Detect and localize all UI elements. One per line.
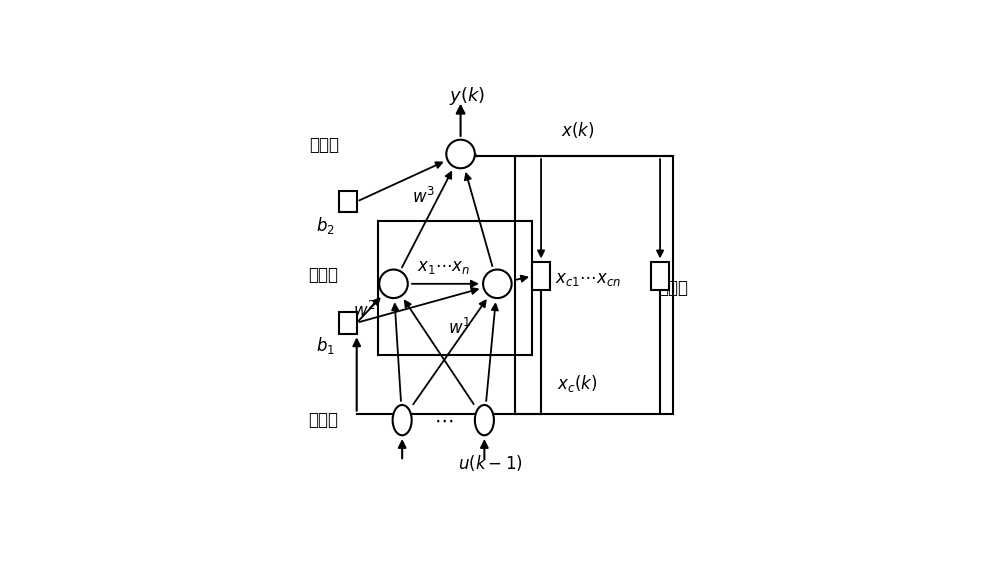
Text: $x(k)$: $x(k)$: [561, 120, 594, 140]
Circle shape: [446, 140, 475, 168]
Circle shape: [379, 270, 408, 298]
Text: 输入层: 输入层: [308, 411, 338, 429]
Text: $\cdots$: $\cdots$: [434, 411, 453, 429]
Text: $w^2$: $w^2$: [353, 301, 376, 321]
Bar: [339, 312, 357, 334]
Ellipse shape: [475, 405, 494, 436]
Bar: [532, 262, 550, 291]
Bar: [378, 221, 532, 355]
Bar: [339, 191, 357, 212]
Ellipse shape: [393, 405, 412, 436]
Text: $u(k-1)$: $u(k-1)$: [458, 454, 522, 473]
Text: $x_c(k)$: $x_c(k)$: [557, 373, 598, 394]
Text: 输出层: 输出层: [309, 137, 339, 155]
Text: $x_1\cdots x_n$: $x_1\cdots x_n$: [417, 257, 470, 275]
Bar: [515, 156, 673, 414]
Text: 承接层: 承接层: [658, 279, 688, 297]
Circle shape: [483, 270, 512, 298]
Text: 隐含层: 隐含层: [308, 266, 338, 284]
Text: $x_{c1}\cdots x_{cn}$: $x_{c1}\cdots x_{cn}$: [555, 270, 621, 288]
Text: $b_1$: $b_1$: [316, 335, 335, 356]
Text: $w^3$: $w^3$: [412, 187, 435, 207]
Text: $b_2$: $b_2$: [316, 215, 335, 236]
Bar: [651, 262, 669, 291]
Text: $w^1$: $w^1$: [448, 318, 471, 338]
Text: $y(k)$: $y(k)$: [449, 84, 485, 107]
